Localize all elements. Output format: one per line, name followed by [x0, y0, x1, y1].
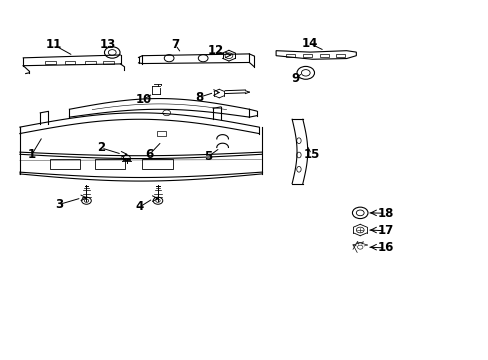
Text: 6: 6 — [145, 148, 154, 161]
Bar — [285, 54, 294, 57]
Bar — [103, 61, 114, 64]
Bar — [95, 158, 124, 168]
Text: 16: 16 — [377, 241, 393, 255]
Bar — [302, 54, 311, 57]
Text: 13: 13 — [99, 39, 115, 51]
Text: 18: 18 — [377, 207, 393, 220]
Bar — [50, 158, 80, 168]
Bar — [64, 61, 75, 64]
Text: 2: 2 — [97, 141, 105, 154]
Text: 4: 4 — [136, 200, 144, 213]
Bar — [142, 158, 172, 168]
Bar — [45, 61, 56, 64]
Text: 17: 17 — [377, 224, 393, 237]
Text: 11: 11 — [46, 39, 62, 51]
Bar — [85, 61, 96, 64]
Text: 14: 14 — [301, 37, 318, 50]
Text: 9: 9 — [291, 72, 299, 85]
Text: 12: 12 — [208, 44, 224, 57]
Text: 8: 8 — [195, 91, 203, 104]
Text: 10: 10 — [135, 93, 151, 106]
Text: 15: 15 — [303, 148, 319, 161]
Bar — [319, 54, 328, 57]
Bar — [335, 54, 344, 57]
Text: 1: 1 — [27, 148, 36, 162]
Text: 3: 3 — [56, 198, 63, 211]
Bar — [157, 131, 165, 136]
Text: 5: 5 — [203, 150, 212, 163]
Text: 7: 7 — [171, 39, 179, 51]
